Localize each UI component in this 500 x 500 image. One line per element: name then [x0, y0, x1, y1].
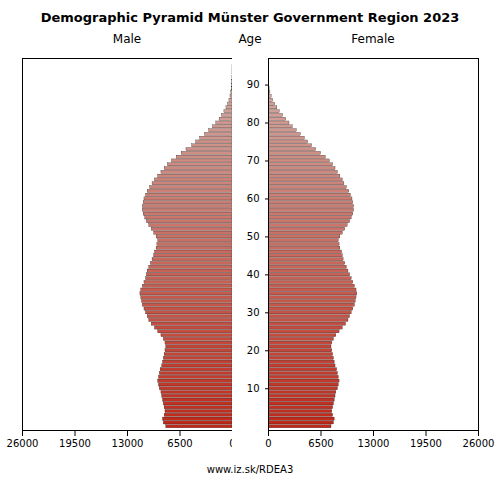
html-text:Female: Female [351, 32, 395, 46]
svg-text:26000: 26000 [463, 438, 495, 449]
svg-text:19500: 19500 [410, 438, 442, 449]
svg-text:6500: 6500 [308, 438, 333, 449]
html-text:Male: Male [112, 32, 142, 46]
svg-text:40: 40 [247, 269, 260, 280]
html-text:Age: Age [238, 32, 262, 46]
svg-text:13000: 13000 [112, 438, 144, 449]
svg-text:19500: 19500 [59, 438, 91, 449]
svg-text:90: 90 [247, 79, 260, 90]
svg-text:13000: 13000 [358, 438, 390, 449]
svg-text:20: 20 [247, 345, 260, 356]
html-text:www.iz.sk/RDEA3: www.iz.sk/RDEA3 [206, 464, 294, 475]
svg-text:60: 60 [247, 193, 260, 204]
svg-text:80: 80 [247, 117, 260, 128]
svg-text:50: 50 [247, 231, 260, 242]
svg-text:30: 30 [247, 307, 260, 318]
svg-text:10: 10 [247, 383, 260, 394]
html-text:Demographic Pyramid Münster Go: Demographic Pyramid Münster Government R… [40, 10, 460, 25]
svg-text:6500: 6500 [167, 438, 192, 449]
svg-text:0: 0 [265, 438, 271, 449]
svg-text:70: 70 [247, 155, 260, 166]
svg-text:26000: 26000 [7, 438, 39, 449]
